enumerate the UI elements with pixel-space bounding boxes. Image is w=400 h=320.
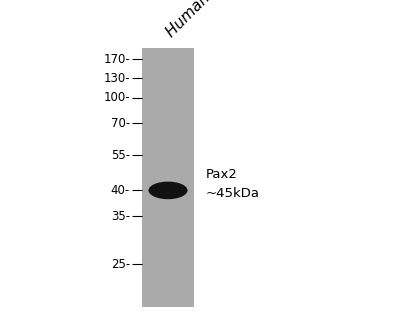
Text: 100-: 100- bbox=[103, 91, 130, 104]
Ellipse shape bbox=[148, 181, 188, 199]
Text: 70-: 70- bbox=[111, 117, 130, 130]
Text: Human kidney: Human kidney bbox=[163, 0, 252, 40]
Text: 170-: 170- bbox=[103, 53, 130, 66]
Text: 55-: 55- bbox=[111, 149, 130, 162]
Text: 130-: 130- bbox=[103, 72, 130, 85]
Text: 40-: 40- bbox=[111, 184, 130, 197]
Text: 35-: 35- bbox=[111, 210, 130, 222]
Bar bbox=[142, 48, 194, 307]
Text: Pax2: Pax2 bbox=[206, 168, 238, 181]
Text: 25-: 25- bbox=[111, 258, 130, 270]
Text: ~45kDa: ~45kDa bbox=[206, 187, 260, 200]
